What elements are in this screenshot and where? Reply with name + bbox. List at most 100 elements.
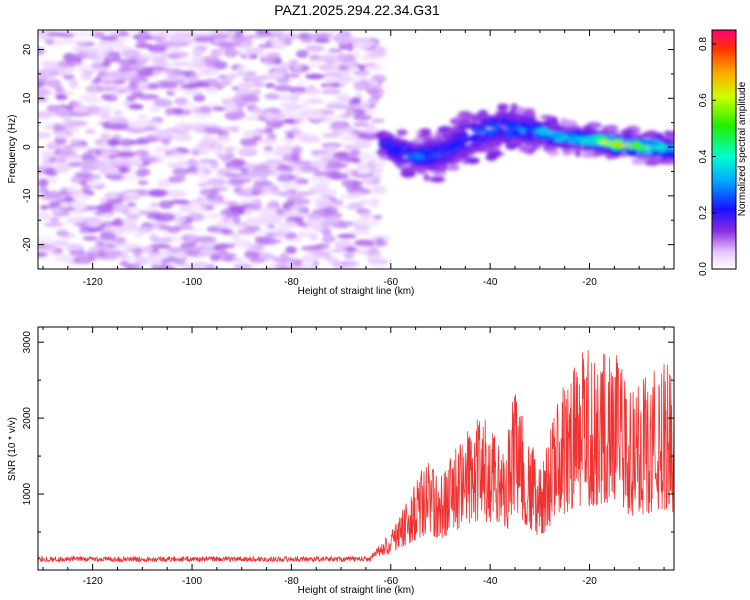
noise-speckle (110, 32, 131, 38)
noise-speckle (110, 159, 133, 167)
noise-speckle (38, 96, 49, 103)
noise-speckle (168, 35, 186, 44)
noise-speckle (370, 218, 380, 227)
noise-speckle (354, 141, 372, 149)
noise-speckle (316, 147, 336, 156)
ridge-halo (670, 131, 674, 137)
noise-speckle (279, 94, 300, 102)
noise-speckle (283, 210, 306, 217)
noise-speckle (224, 173, 245, 178)
noise-speckle (285, 72, 301, 78)
y-tick-label: -10 (22, 188, 33, 203)
noise-speckle (219, 126, 235, 132)
noise-speckle (63, 52, 76, 62)
noise-speckle (236, 64, 252, 74)
noise-speckle (49, 68, 67, 77)
noise-speckle (173, 122, 190, 130)
noise-speckle (38, 236, 54, 243)
y-tick-label: 3000 (22, 331, 33, 354)
noise-speckle (86, 105, 101, 115)
colorbar-gradient (711, 29, 737, 270)
snr-x-label: Height of straight line (km) (298, 585, 415, 596)
noise-speckle (205, 86, 219, 95)
noise-speckle (350, 228, 372, 236)
noise-speckle (218, 250, 229, 256)
noise-speckle (125, 263, 142, 269)
noise-speckle (330, 172, 349, 181)
y-tick-label: 20 (22, 44, 33, 56)
noise-speckle (49, 217, 60, 223)
noise-speckle (116, 203, 130, 208)
ridge-blob (554, 125, 563, 132)
ridge-halo (562, 148, 572, 156)
noise-speckle (67, 162, 82, 167)
noise-speckle (174, 97, 188, 106)
noise-speckle (81, 159, 101, 164)
noise-speckle (173, 224, 195, 231)
noise-speckle (230, 158, 246, 167)
noise-speckle (224, 46, 236, 53)
ridge-blob (385, 149, 398, 156)
noise-speckle (264, 159, 285, 165)
colorbar-tick-label: 0.8 (698, 37, 709, 51)
ridge-blob (476, 139, 484, 146)
noise-speckle (345, 247, 358, 253)
noise-speckle (102, 35, 118, 41)
noise-speckle (45, 78, 62, 88)
ridge-halo (527, 110, 536, 118)
noise-speckle (210, 160, 219, 169)
noise-speckle (207, 199, 229, 204)
snr-frame (37, 326, 675, 571)
x-tick-label: -40 (483, 277, 498, 288)
noise-speckle (68, 39, 89, 45)
noise-speckle (272, 256, 294, 264)
noise-speckle (38, 30, 54, 39)
noise-speckle (47, 32, 65, 37)
noise-speckle (136, 36, 147, 45)
noise-speckle (72, 145, 94, 150)
noise-speckle (153, 265, 176, 269)
ridge-blob (659, 145, 669, 149)
noise-speckle (258, 43, 275, 49)
noise-speckle (63, 67, 76, 73)
noise-speckle (38, 36, 56, 42)
noise-speckle (112, 110, 123, 116)
ridge-blob (455, 152, 470, 157)
noise-speckle (55, 93, 68, 101)
noise-speckle (272, 121, 282, 129)
noise-speckle (202, 78, 219, 83)
ridge-halo (515, 106, 526, 114)
ridge-blob (563, 127, 578, 131)
noise-speckle (364, 127, 379, 134)
ridge-blob (652, 150, 661, 156)
noise-speckle (374, 237, 386, 246)
noise-speckle (280, 182, 300, 191)
noise-speckle (221, 228, 234, 235)
noise-speckle (249, 258, 266, 263)
ridge-halo (664, 130, 672, 136)
noise-speckle (74, 172, 93, 179)
noise-speckle (97, 250, 107, 258)
noise-speckle (146, 252, 160, 260)
noise-speckle (244, 225, 261, 232)
noise-speckle (85, 128, 96, 134)
noise-speckle (67, 215, 81, 225)
noise-speckle (147, 83, 159, 90)
noise-speckle (73, 32, 96, 37)
noise-speckle (193, 36, 215, 43)
ridge-blob (519, 123, 534, 129)
noise-speckle (373, 215, 382, 220)
noise-speckle (117, 150, 136, 158)
noise-speckle (38, 132, 52, 139)
ridge-blob (522, 133, 536, 139)
noise-speckle (274, 84, 293, 92)
noise-speckle (328, 48, 342, 53)
noise-speckle (99, 231, 116, 241)
ridge-blob (628, 149, 639, 155)
noise-speckle (118, 58, 137, 67)
noise-speckle (134, 43, 154, 48)
noise-speckle (105, 167, 122, 176)
noise-speckle (193, 94, 206, 102)
noise-speckle (340, 136, 356, 141)
noise-speckle (106, 123, 128, 131)
